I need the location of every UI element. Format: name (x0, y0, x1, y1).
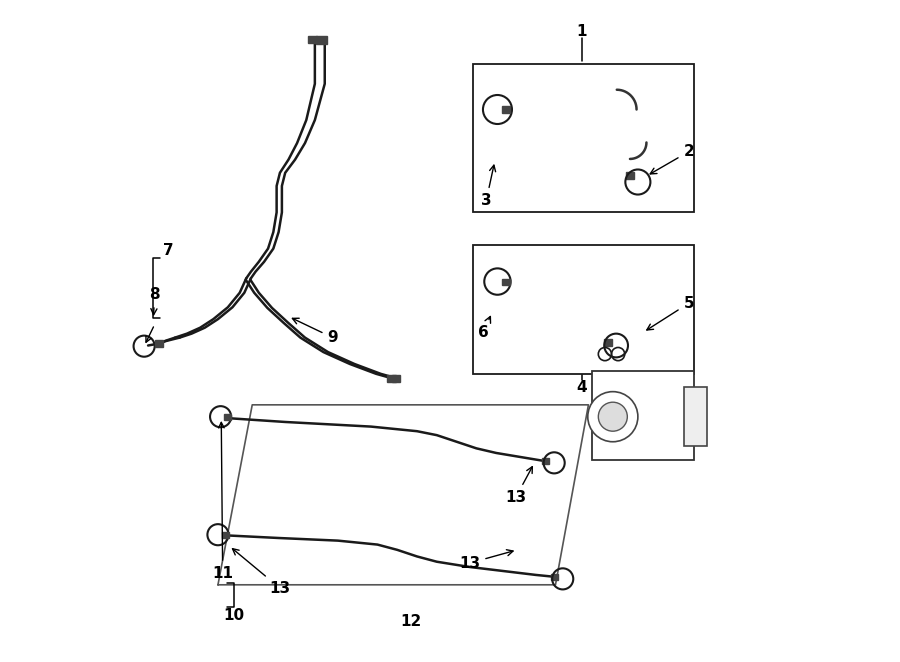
Bar (387, 375, 396, 382)
Text: 10: 10 (223, 608, 244, 624)
Bar (502, 106, 510, 113)
Text: 13: 13 (459, 549, 513, 571)
Bar (591, 371, 694, 459)
Bar (626, 172, 634, 179)
Bar (155, 340, 163, 347)
Text: 3: 3 (481, 165, 496, 208)
Text: 1: 1 (577, 24, 587, 38)
Bar (224, 414, 231, 420)
Text: 6: 6 (478, 316, 491, 340)
Circle shape (598, 402, 627, 431)
Text: 13: 13 (232, 549, 291, 596)
Bar (542, 458, 549, 464)
Text: 9: 9 (292, 318, 338, 345)
Text: 11: 11 (212, 566, 233, 581)
Text: 13: 13 (506, 467, 532, 504)
Bar (551, 574, 558, 580)
Bar (308, 36, 317, 43)
Bar (502, 279, 509, 285)
Text: 5: 5 (647, 296, 694, 330)
Bar (392, 375, 400, 382)
Text: 7: 7 (163, 243, 173, 258)
Text: 2: 2 (650, 144, 694, 174)
Bar (316, 36, 327, 44)
Bar (473, 246, 694, 374)
Bar (222, 532, 230, 538)
Text: 12: 12 (400, 614, 421, 628)
Circle shape (588, 392, 638, 442)
Bar (604, 339, 612, 346)
Text: 8: 8 (149, 287, 160, 315)
Text: 4: 4 (577, 379, 587, 395)
Bar (684, 387, 707, 446)
Bar (473, 64, 694, 213)
